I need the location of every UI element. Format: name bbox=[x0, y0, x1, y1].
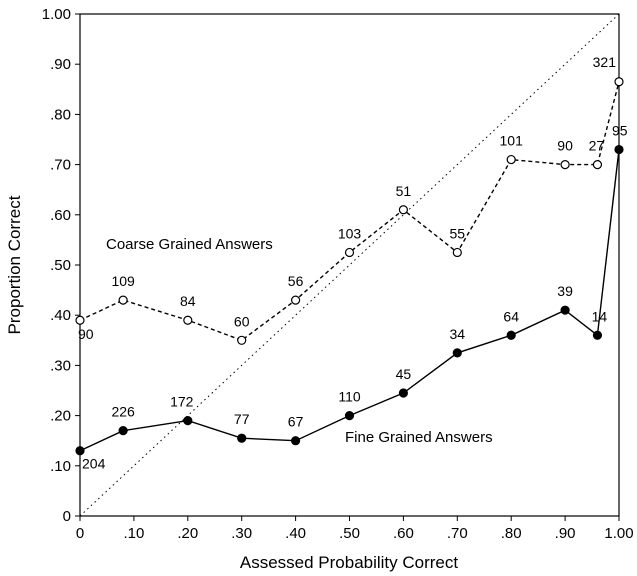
fine-point-count-label: 39 bbox=[557, 283, 573, 299]
fine-data-point bbox=[560, 305, 570, 315]
x-tick-label: 1.00 bbox=[604, 525, 633, 542]
fine-point-count-label: 64 bbox=[503, 308, 519, 324]
x-tick-label: .80 bbox=[501, 525, 522, 542]
coarse-point-count-label: 109 bbox=[111, 273, 135, 289]
coarse-data-point bbox=[506, 154, 516, 165]
coarse-point-count-label: 90 bbox=[78, 326, 94, 342]
fine-point-count-label: 67 bbox=[288, 414, 304, 430]
fine-point-count-label: 34 bbox=[450, 326, 466, 342]
x-tick-label: .20 bbox=[177, 525, 198, 542]
y-tick-label: .80 bbox=[50, 106, 71, 123]
coarse-data-point bbox=[118, 295, 128, 305]
fine-data-point bbox=[75, 446, 85, 456]
fine-data-point bbox=[592, 330, 603, 340]
coarse-data-point bbox=[398, 205, 408, 215]
coarse-series-line bbox=[79, 81, 620, 342]
y-tick-label: .50 bbox=[50, 257, 71, 274]
coarse-point-count-label: 60 bbox=[234, 313, 250, 329]
x-tick-label: .60 bbox=[393, 525, 414, 542]
fine-point-count-label: 110 bbox=[338, 389, 361, 405]
coarse-point-count-label: 90 bbox=[557, 138, 573, 154]
y-axis-title: Proportion Correct bbox=[5, 195, 24, 334]
x-tick-label: .10 bbox=[123, 525, 144, 542]
fine-data-point bbox=[452, 348, 462, 358]
fine-data-point bbox=[506, 330, 516, 340]
fine-data-point bbox=[118, 426, 128, 436]
x-tick-label: .70 bbox=[447, 525, 468, 542]
x-tick-label: .30 bbox=[231, 525, 252, 542]
coarse-point-count-label: 55 bbox=[450, 225, 466, 241]
coarse-data-point bbox=[452, 247, 462, 258]
fine-point-count-label: 226 bbox=[111, 404, 135, 420]
x-axis-title: Assessed Probability Correct bbox=[240, 553, 459, 572]
fine-data-point bbox=[614, 144, 624, 155]
y-tick-label: 0 bbox=[63, 508, 71, 525]
y-tick-label: 1.00 bbox=[42, 6, 71, 23]
y-tick-label: .70 bbox=[50, 157, 71, 174]
fine-data-point bbox=[183, 416, 193, 426]
coarse-series-label: Coarse Grained Answers bbox=[106, 236, 273, 253]
x-tick-label: 0 bbox=[76, 525, 84, 542]
x-tick-label: .90 bbox=[555, 525, 576, 542]
y-tick-label: .60 bbox=[50, 207, 71, 224]
fine-point-count-label: 95 bbox=[612, 123, 628, 139]
fine-point-count-label: 45 bbox=[396, 366, 412, 382]
fine-series-line bbox=[79, 149, 620, 452]
fine-data-point bbox=[237, 433, 247, 443]
coarse-point-count-label: 56 bbox=[288, 273, 304, 289]
x-tick-label: .50 bbox=[339, 525, 360, 542]
y-tick-label: .30 bbox=[50, 357, 71, 374]
coarse-data-point bbox=[560, 160, 570, 170]
coarse-point-count-label: 27 bbox=[589, 138, 605, 154]
coarse-point-count-label: 321 bbox=[593, 54, 617, 70]
fine-point-count-label: 14 bbox=[592, 308, 608, 324]
fine-data-point bbox=[291, 436, 301, 446]
coarse-point-count-label: 101 bbox=[500, 133, 524, 149]
coarse-point-count-label: 103 bbox=[338, 225, 362, 241]
coarse-point-count-label: 84 bbox=[180, 293, 196, 309]
coarse-data-point bbox=[291, 295, 301, 305]
fine-data-point bbox=[344, 411, 355, 421]
coarse-point-count-label: 51 bbox=[396, 183, 412, 199]
coarse-data-point bbox=[592, 160, 603, 170]
coarse-data-point bbox=[344, 247, 355, 258]
fine-point-count-label: 172 bbox=[170, 394, 194, 410]
x-tick-label: .40 bbox=[285, 525, 306, 542]
fine-series-label: Fine Grained Answers bbox=[345, 429, 493, 446]
coarse-data-point bbox=[183, 315, 193, 325]
fine-point-count-label: 204 bbox=[82, 456, 106, 472]
coarse-data-point bbox=[614, 77, 624, 87]
fine-data-point bbox=[398, 388, 408, 398]
y-tick-label: .40 bbox=[50, 307, 71, 324]
coarse-data-point bbox=[237, 335, 247, 345]
y-tick-label: .10 bbox=[50, 458, 71, 475]
y-tick-label: .90 bbox=[50, 56, 71, 73]
coarse-data-point bbox=[75, 315, 85, 325]
fine-point-count-label: 77 bbox=[234, 411, 250, 427]
y-tick-label: .20 bbox=[50, 408, 71, 425]
